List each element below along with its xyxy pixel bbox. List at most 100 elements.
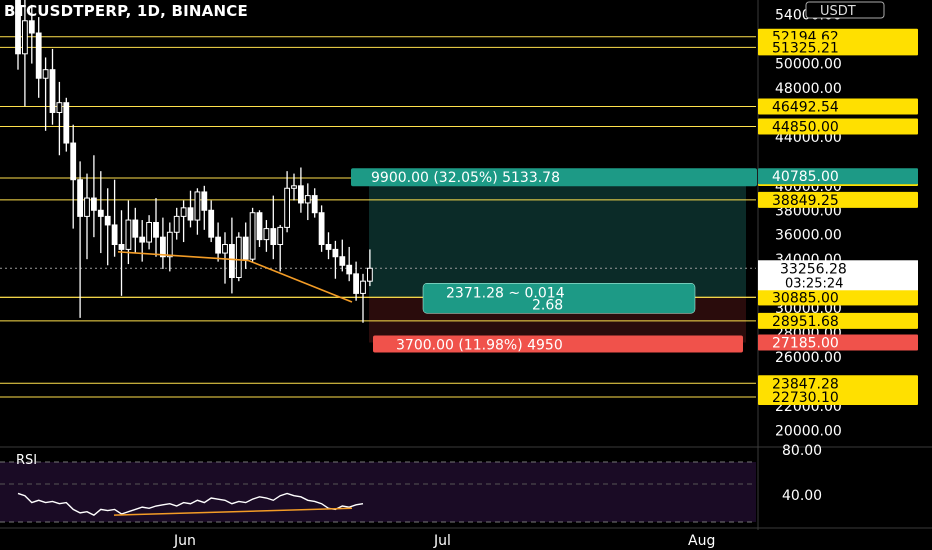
price-tick-label: 48000.00: [775, 81, 842, 97]
candle-body: [63, 102, 70, 144]
rsi-label: RSI: [16, 453, 38, 468]
candle-body: [325, 244, 332, 250]
rsi-tick-label: 80.00: [782, 443, 822, 459]
trend-line: [247, 259, 353, 303]
candle-body: [35, 32, 42, 79]
candle-body: [256, 212, 263, 241]
time-tick-label: Jun: [173, 533, 196, 549]
candle-body: [270, 228, 277, 246]
level-price-label-bg: [758, 312, 918, 329]
candle-body: [139, 236, 146, 243]
target-price-label-bg: [758, 168, 918, 185]
level-price-label-bg: [758, 39, 918, 56]
countdown-label: 03:25:24: [785, 276, 843, 291]
candle-body: [28, 20, 35, 34]
candle-body: [132, 219, 139, 238]
candle-body: [201, 191, 208, 211]
candle-body: [249, 212, 256, 260]
stop-price-label: 27185.00: [772, 335, 839, 351]
price-tick-label: 20000.00: [775, 423, 842, 439]
candle-body: [153, 222, 159, 238]
level-price-label-bg: [758, 191, 918, 208]
rsi-line: [17, 492, 364, 516]
entry-price-label: 30885.00: [772, 290, 839, 306]
level-price-label-bg: [758, 375, 918, 392]
currency-box: [805, 1, 885, 19]
candle-body: [229, 244, 235, 279]
candle-body: [346, 264, 353, 275]
candle-body: [263, 228, 270, 241]
candle-body: [215, 236, 221, 254]
candle-body: [180, 207, 187, 217]
rsi-trend-line: [113, 507, 353, 516]
candle-body: [70, 142, 77, 181]
entry-info-line2: 2.68: [532, 297, 563, 313]
current-price-label: 33256.28: [780, 261, 847, 277]
current-price-bg: [758, 260, 918, 291]
candle-body: [56, 102, 63, 113]
candle-body: [187, 207, 194, 221]
candle-body: [318, 212, 325, 246]
trend-line: [117, 251, 249, 262]
level-price-label: 23847.28: [772, 376, 839, 392]
candle-body: [367, 267, 373, 282]
candle-body: [77, 179, 83, 217]
target-price-label: 40785.00: [772, 169, 839, 185]
candle-body: [298, 185, 304, 204]
candle-body: [360, 280, 366, 294]
candle-body: [97, 209, 104, 217]
candle-body: [22, 20, 28, 55]
time-tick-label: Aug: [688, 533, 715, 549]
candle-body: [42, 69, 49, 79]
candle-body: [304, 195, 311, 204]
candle-body: [166, 231, 173, 258]
candle-body: [125, 219, 132, 250]
candle-body: [235, 236, 242, 279]
loss-text: 3700.00 (11.98%) 4950: [396, 337, 563, 353]
candle-body: [118, 244, 125, 250]
candle-body: [311, 195, 318, 214]
level-price-label: 44850.00: [772, 120, 839, 136]
level-price-label: 51325.21: [772, 40, 839, 56]
stop-price-label-bg: [758, 334, 918, 351]
entry-info-line1: 2371.28 ~ 0.014: [446, 285, 565, 301]
level-price-label: 22730.10: [772, 390, 839, 406]
candle-body: [332, 248, 339, 258]
candle-body: [111, 224, 118, 246]
level-price-label: 38849.25: [772, 193, 839, 209]
candle-body: [160, 236, 166, 258]
level-price-label: 28951.68: [772, 314, 839, 330]
candle-body: [146, 222, 152, 243]
profit-text: 9900.00 (32.05%) 5133.78: [371, 170, 560, 186]
loss-box: [373, 335, 743, 353]
candle-body: [91, 197, 97, 211]
time-tick-label: Jul: [433, 533, 451, 549]
currency-label: USDT: [820, 4, 856, 19]
candle-body: [104, 215, 111, 226]
candle-body: [339, 256, 346, 266]
level-price-label-bg: [758, 118, 918, 135]
candle-body: [291, 185, 297, 189]
price-tick-label: 26000.00: [775, 350, 842, 366]
candle-body: [173, 215, 180, 233]
candle-body: [15, 0, 21, 55]
entry-price-label-bg: [758, 289, 918, 306]
candle-body: [208, 209, 215, 238]
candle-body: [242, 236, 249, 260]
candle-body: [277, 226, 284, 246]
price-tick-label: 36000.00: [775, 228, 842, 244]
candle-body: [222, 244, 228, 254]
candle-body: [194, 191, 201, 221]
level-price-label-bg: [758, 388, 918, 405]
candle-body: [353, 273, 360, 294]
rsi-band: [0, 462, 756, 522]
candle-body: [49, 69, 56, 113]
chart-title: BTCUSDTPERP, 1D, BINANCE: [4, 2, 248, 20]
profit-zone: [369, 176, 746, 298]
level-price-label-bg: [758, 98, 918, 115]
candle-body: [84, 197, 90, 217]
price-tick-label: 50000.00: [775, 57, 842, 73]
candle-body: [284, 187, 291, 228]
profit-box: [351, 168, 757, 187]
